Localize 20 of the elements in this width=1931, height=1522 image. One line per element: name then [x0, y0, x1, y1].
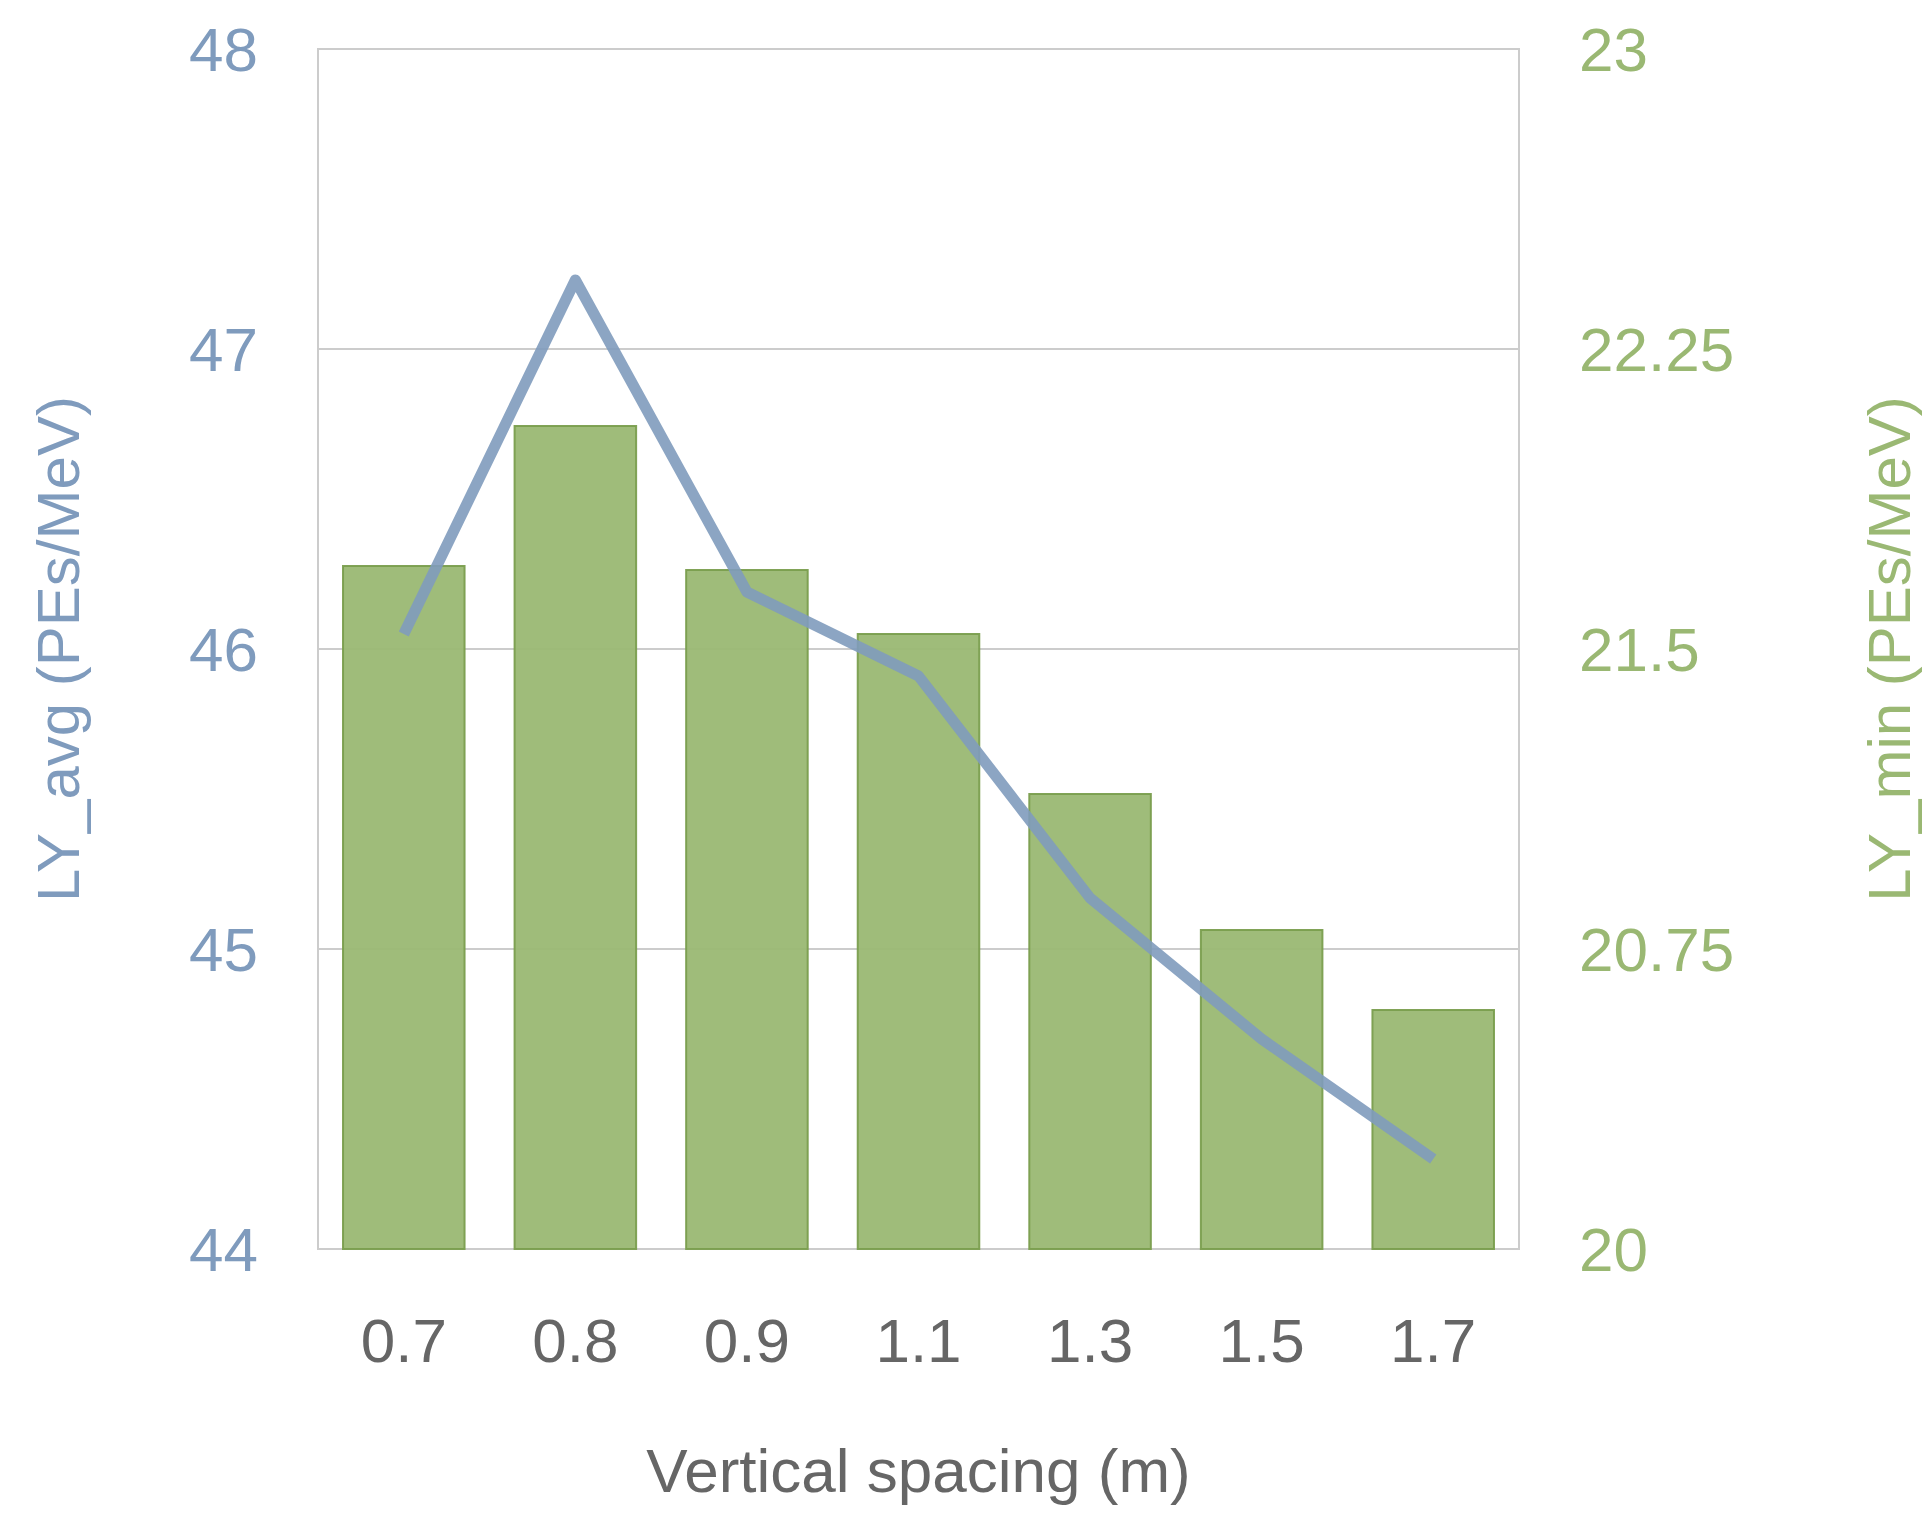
y2-axis-title: LY_min (PEs/MeV)	[1855, 396, 1923, 902]
x-axis-title: Vertical spacing (m)	[646, 1435, 1191, 1505]
y2-tick-label: 21.5	[1579, 614, 1700, 684]
x-tick-label: 0.9	[703, 1305, 791, 1375]
x-tick-label: 0.7	[360, 1305, 447, 1375]
y2-tick-label: 20	[1579, 1214, 1648, 1284]
y-tick-label: 44	[189, 1214, 258, 1284]
y-tick-label: 48	[189, 14, 258, 84]
y2-tick-label: 23	[1579, 14, 1648, 84]
y-tick-label: 45	[189, 914, 258, 984]
y-axis-title: LY_avg (PEs/MeV)	[24, 396, 92, 902]
y-tick-label: 47	[189, 314, 258, 384]
x-tick-label: 1.3	[1046, 1305, 1134, 1375]
x-tick-label: 1.7	[1390, 1305, 1477, 1375]
x-tick-label: 1.5	[1218, 1305, 1305, 1375]
y2-tick-label: 20.75	[1579, 914, 1735, 984]
x-tick-label: 1.1	[875, 1305, 962, 1375]
x-tick-label: 0.8	[532, 1305, 619, 1375]
y2-tick-label: 22.25	[1579, 314, 1735, 384]
y-tick-label: 46	[189, 614, 258, 684]
